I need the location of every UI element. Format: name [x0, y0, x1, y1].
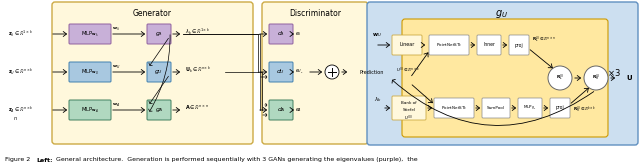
FancyBboxPatch shape [392, 96, 426, 120]
Text: $\mathbf{R}_L^{(l)}$: $\mathbf{R}_L^{(l)}$ [556, 73, 564, 83]
Text: $d_\lambda$: $d_\lambda$ [277, 30, 285, 38]
FancyBboxPatch shape [269, 62, 293, 82]
Text: $e_\lambda$: $e_\lambda$ [295, 30, 301, 38]
Text: $\mathrm{MLP}_{\mathbf{w}_U}$: $\mathrm{MLP}_{\mathbf{w}_U}$ [81, 67, 99, 77]
Text: Inner: Inner [483, 42, 495, 47]
FancyBboxPatch shape [52, 2, 253, 144]
Text: $\mathbf{z}_A \in \mathbb{R}^{n\times k}$: $\mathbf{z}_A \in \mathbb{R}^{n\times k}… [8, 105, 34, 115]
Text: $\mathbf{w}_A$: $\mathbf{w}_A$ [112, 101, 120, 109]
Text: $\mathrm{MLP}_{g_k}$: $\mathrm{MLP}_{g_k}$ [524, 104, 537, 112]
FancyBboxPatch shape [269, 24, 293, 44]
Text: $e_A$: $e_A$ [295, 106, 302, 114]
Text: Left:: Left: [36, 157, 52, 162]
Text: Linear: Linear [399, 42, 415, 47]
Text: proj: proj [515, 42, 524, 47]
Text: $g_U$: $g_U$ [495, 8, 509, 20]
Text: PointNetST$_k$: PointNetST$_k$ [436, 41, 462, 49]
Text: $n$: $n$ [13, 116, 18, 123]
Text: $g_A$: $g_A$ [155, 106, 163, 114]
FancyBboxPatch shape [69, 62, 111, 82]
FancyBboxPatch shape [367, 2, 638, 145]
FancyBboxPatch shape [69, 24, 111, 44]
Text: $\mathbf{z}_\lambda \in \mathbb{R}^{1\times k}$: $\mathbf{z}_\lambda \in \mathbb{R}^{1\ti… [8, 29, 33, 39]
FancyBboxPatch shape [550, 98, 570, 118]
Text: $\mathbf{R}_R^{(l)} \in \mathbb{R}^{k\times k}$: $\mathbf{R}_R^{(l)} \in \mathbb{R}^{k\ti… [573, 105, 596, 115]
Text: $\mathbf{w}_U$: $\mathbf{w}_U$ [112, 63, 120, 71]
FancyBboxPatch shape [477, 35, 501, 55]
Text: $g_U$: $g_U$ [154, 68, 164, 76]
FancyBboxPatch shape [392, 35, 422, 55]
Text: $\mathbf{A} \in \mathbb{R}^{n\times n}$: $\mathbf{A} \in \mathbb{R}^{n\times n}$ [185, 104, 209, 112]
Text: $\lambda_k$: $\lambda_k$ [374, 96, 382, 104]
Circle shape [548, 66, 572, 90]
Text: General architecture.  Generation is performed sequentially with 3 GANs generati: General architecture. Generation is perf… [56, 157, 418, 162]
FancyBboxPatch shape [402, 19, 608, 137]
Text: proj: proj [556, 106, 564, 111]
Text: $U^{(l)} \in \mathbb{R}^{n\times k}$: $U^{(l)} \in \mathbb{R}^{n\times k}$ [396, 65, 420, 75]
Text: $d_A$: $d_A$ [276, 106, 285, 114]
Text: $\mathbf{w}_\lambda$: $\mathbf{w}_\lambda$ [112, 25, 120, 33]
FancyBboxPatch shape [429, 35, 469, 55]
Text: $\mathbf{U}$: $\mathbf{U}$ [626, 73, 633, 82]
Text: Stiefel: Stiefel [403, 108, 415, 112]
FancyBboxPatch shape [482, 98, 510, 118]
Text: $\mathbf{w}_U$: $\mathbf{w}_U$ [372, 31, 382, 39]
Text: $d_U$: $d_U$ [276, 67, 285, 76]
Text: Prediction: Prediction [360, 69, 385, 74]
FancyBboxPatch shape [147, 62, 171, 82]
Text: $\lambda_k \in \mathbb{R}^{1\times k}$: $\lambda_k \in \mathbb{R}^{1\times k}$ [185, 27, 211, 37]
Text: $\times 3$: $\times 3$ [607, 66, 621, 77]
Text: $\mathbf{z}_U \in \mathbb{R}^{n\times k}$: $\mathbf{z}_U \in \mathbb{R}^{n\times k}… [8, 67, 34, 77]
Text: SumPool: SumPool [487, 106, 505, 110]
FancyBboxPatch shape [269, 100, 293, 120]
FancyBboxPatch shape [518, 98, 542, 118]
FancyBboxPatch shape [147, 24, 171, 44]
FancyBboxPatch shape [147, 100, 171, 120]
FancyBboxPatch shape [434, 98, 474, 118]
Circle shape [584, 66, 608, 90]
Text: PointNetST$_k$: PointNetST$_k$ [441, 104, 467, 112]
Text: $U^{(0)}$: $U^{(0)}$ [404, 113, 413, 123]
Text: $e_{U_k}$: $e_{U_k}$ [295, 68, 304, 76]
Text: $\mathrm{MLP}_{\mathbf{w}_A}$: $\mathrm{MLP}_{\mathbf{w}_A}$ [81, 105, 99, 115]
Text: $g_\lambda$: $g_\lambda$ [155, 30, 163, 38]
Text: $\mathbf{U}_k \in \mathbb{R}^{n\times k}$: $\mathbf{U}_k \in \mathbb{R}^{n\times k}… [185, 65, 211, 75]
FancyBboxPatch shape [509, 35, 529, 55]
Text: Generator: Generator [132, 9, 172, 18]
Circle shape [325, 65, 339, 79]
Text: $\mathbf{R}_R^{(l)}$: $\mathbf{R}_R^{(l)}$ [592, 73, 600, 83]
Text: Discriminator: Discriminator [289, 9, 341, 18]
Text: $\mathrm{MLP}_{\mathbf{w}_\lambda}$: $\mathrm{MLP}_{\mathbf{w}_\lambda}$ [81, 29, 99, 39]
Text: Bank of: Bank of [401, 101, 417, 105]
Text: $\mathbf{R}_L^{(l)} \in \mathbb{R}^{n\times n}$: $\mathbf{R}_L^{(l)} \in \mathbb{R}^{n\ti… [532, 35, 556, 45]
FancyBboxPatch shape [69, 100, 111, 120]
Text: Figure 2: Figure 2 [5, 157, 30, 162]
FancyBboxPatch shape [262, 2, 368, 144]
